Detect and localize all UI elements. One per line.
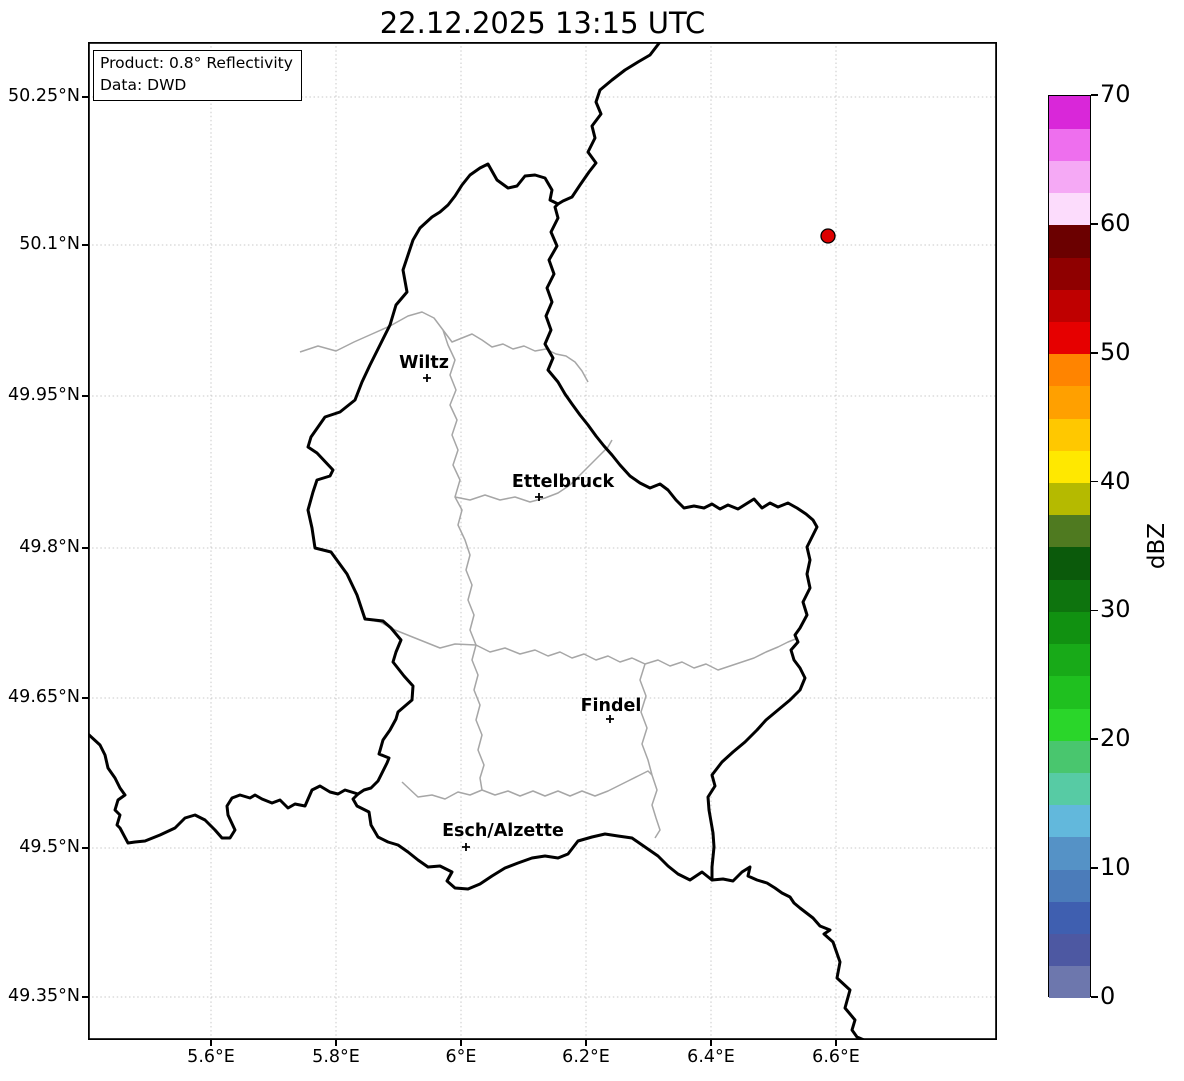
y-tick-label: 49.65°N [8, 687, 80, 707]
colorbar-tick-label: 70 [1100, 80, 1131, 108]
colorbar-segment [1049, 740, 1090, 773]
colorbar-segment [1049, 611, 1090, 645]
colorbar-tick-mark [1091, 996, 1098, 998]
district-border [299, 311, 589, 383]
colorbar-segment [1049, 804, 1090, 838]
city-label: Findel [581, 696, 642, 716]
colorbar-segment [1049, 192, 1090, 226]
x-tick-label: 6.4°E [687, 1047, 735, 1067]
colorbar-tick-label: 50 [1100, 337, 1131, 366]
x-tick-mark [835, 1040, 837, 1046]
colorbar-segment [1049, 160, 1090, 194]
colorbar-segment [1049, 869, 1090, 902]
radar-echo-dot [820, 228, 836, 244]
colorbar-segment [1049, 675, 1090, 709]
district-border [454, 439, 613, 503]
city-label: Esch/Alzette [442, 821, 564, 841]
colorbar-tick-mark [1091, 94, 1098, 96]
district-border [442, 329, 485, 791]
colorbar-segment [1049, 965, 1090, 999]
colorbar-segment [1049, 547, 1090, 580]
x-tick-label: 6°E [445, 1047, 477, 1067]
colorbar-segment [1049, 450, 1090, 484]
national-border [88, 732, 360, 845]
y-tick-label: 49.95°N [8, 385, 80, 405]
x-tick-label: 6.2°E [562, 1047, 610, 1067]
y-tick-label: 50.25°N [8, 86, 80, 106]
colorbar-segment [1049, 579, 1090, 612]
colorbar-segment [1049, 224, 1090, 258]
district-border [401, 770, 653, 800]
colorbar-segment [1049, 289, 1090, 322]
colorbar-segment [1049, 901, 1090, 935]
colorbar-segment [1049, 257, 1090, 290]
city-marker-icon [535, 493, 543, 501]
colorbar-tick-label: 10 [1100, 853, 1131, 882]
x-tick-mark [210, 1040, 212, 1046]
colorbar-segment [1049, 128, 1090, 161]
colorbar-segment [1049, 836, 1090, 870]
colorbar-segment [1049, 96, 1090, 129]
city-label: Wiltz [399, 353, 449, 373]
y-tick-mark [82, 96, 88, 98]
x-tick-mark [710, 1040, 712, 1046]
colorbar-segment [1049, 482, 1090, 516]
y-tick-mark [82, 697, 88, 699]
district-border [364, 618, 799, 671]
colorbar-segment [1049, 418, 1090, 451]
y-tick-mark [82, 547, 88, 549]
product-info-line1: Product: 0.8° Reflectivity [100, 54, 293, 72]
colorbar-tick-mark [1091, 222, 1098, 225]
city-marker-icon [423, 374, 431, 382]
x-tick-mark [585, 1040, 587, 1046]
y-tick-mark [82, 395, 88, 397]
map-canvas: Wiltz Ettelbruck Findel Esch/Alzette [88, 42, 997, 1040]
colorbar-tick-mark [1091, 867, 1098, 870]
city-marker-icon [606, 715, 614, 723]
colorbar-segment [1049, 514, 1090, 548]
colorbar-tick-label: 20 [1100, 724, 1131, 753]
district-border [639, 663, 661, 839]
colorbar-segment [1049, 772, 1090, 806]
x-tick-label: 6.6°E [812, 1047, 860, 1067]
x-tick-label: 5.8°E [312, 1047, 360, 1067]
national-border [710, 865, 866, 1040]
colorbar-segment [1049, 385, 1090, 419]
colorbar-tick-label: 60 [1100, 208, 1131, 237]
colorbar [1048, 95, 1091, 999]
colorbar-segment [1049, 353, 1090, 387]
y-tick-mark [82, 996, 88, 998]
axes-frame [88, 42, 997, 1040]
y-tick-mark [82, 244, 88, 246]
luxembourg-border [306, 162, 819, 891]
colorbar-tick-label: 0 [1100, 982, 1116, 1010]
y-tick-label: 49.8°N [19, 537, 80, 557]
colorbar-segment [1049, 643, 1090, 677]
y-tick-label: 50.1°N [19, 234, 80, 254]
national-border [556, 42, 662, 206]
colorbar-segment [1049, 708, 1090, 741]
colorbar-axis-label: dBZ [1144, 522, 1170, 570]
y-tick-label: 49.35°N [8, 986, 80, 1006]
colorbar-segment [1049, 321, 1090, 355]
colorbar-tick-mark [1091, 480, 1098, 483]
colorbar-tick-mark [1091, 738, 1098, 741]
city-marker-icon [462, 843, 470, 851]
y-tick-label: 49.5°N [19, 837, 80, 857]
colorbar-tick-label: 40 [1100, 466, 1131, 495]
product-info-box: Product: 0.8° Reflectivity Data: DWD [93, 50, 302, 102]
product-info-line2: Data: DWD [100, 75, 187, 94]
colorbar-segment [1049, 933, 1090, 967]
y-tick-mark [82, 847, 88, 849]
colorbar-tick-mark [1091, 351, 1098, 354]
x-tick-mark [335, 1040, 337, 1046]
page-title: 22.12.2025 13:15 UTC [379, 6, 706, 40]
colorbar-tick-label: 30 [1100, 595, 1131, 624]
city-label: Ettelbruck [512, 472, 615, 492]
colorbar-tick-mark [1091, 609, 1098, 612]
x-tick-mark [460, 1040, 462, 1046]
x-tick-label: 5.6°E [187, 1047, 235, 1067]
